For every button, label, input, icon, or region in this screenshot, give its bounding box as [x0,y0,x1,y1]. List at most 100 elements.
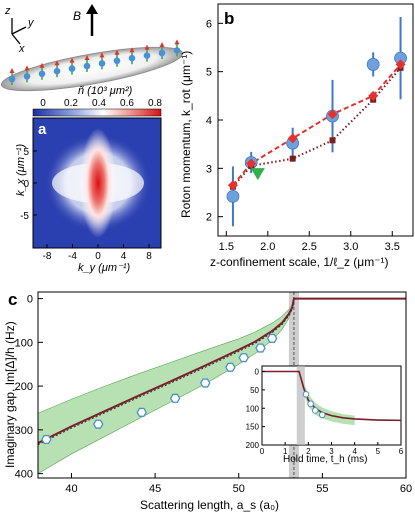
inset-frame [261,365,402,446]
data-point-diamond [395,59,406,70]
heatmap-xlabel: k_y (μm⁻¹) [78,262,130,274]
panel-c-ytick-label: 100 [15,337,33,349]
heatmap-xtick-label: -4 [68,251,77,262]
trap-cloud [0,46,184,92]
heatmap-ytick-label: 5 [23,147,29,158]
data-point-circle [226,189,240,203]
panel-c-xtick-label: 60 [400,483,412,495]
inset-xtick-label: 4 [352,447,357,456]
panel-b-axes: 1.5 2.0 2.5 3.0 3.5 2 3 4 5 6 [206,18,400,253]
colorbar-title: ñ (10³ μm²) [78,85,133,97]
colorbar-tick-label: 0.6 [120,98,134,109]
data-point-diamond [246,158,257,169]
data-point-hexagon [92,419,104,429]
atom-dot [8,75,16,83]
atom-spin-head [24,65,30,71]
heatmap-ytick-label: -5 [20,211,29,222]
axis-z-label: z [4,5,11,17]
panel-c-ytick-label: 200 [15,381,33,393]
data-point-diamond [287,133,298,144]
panel-c-xtick-label: 40 [65,483,77,495]
inset-ytick-label: 100 [246,404,260,413]
heatmap-xtick-label: 8 [146,251,152,262]
inset-marker [307,400,314,408]
colorbar [32,108,162,117]
inset-xtick-label: 3 [329,447,334,456]
data-point-square [329,137,336,144]
panel-b-xtick-label: 3.0 [343,241,358,253]
reference-dashed-curve [37,308,293,446]
panel-b-xlabel: z-confinement scale, 1/ℓ_z (μm⁻¹) [210,255,389,269]
panel-c-ylabel: Imaginary gap, Im[Δ]/h (Hz) [3,321,17,468]
colorbar-tick-label: 0.2 [64,98,78,109]
panel-c-ytick-label: 0 [27,294,33,306]
panel-b-ytick-label: 5 [206,67,212,79]
heatmap-ytick-label: 0 [23,179,29,190]
panel-b-ytick-label: 6 [206,18,212,30]
field-label: B [73,9,81,23]
inset-marker [318,411,326,419]
data-point-hexagon [200,378,211,388]
data-point-diamond [327,109,338,120]
panel-c-ytick-label: 300 [15,425,33,437]
atom-spin-head [114,49,120,55]
data-point-circle [366,58,380,71]
inset-marker [302,390,310,398]
atom-dot [113,57,121,65]
heatmap-xtick-label: 4 [121,251,127,262]
data-point-diamond [227,180,238,191]
axes-triad-icon [11,18,27,45]
panel-b-letter: b [224,9,234,28]
panel-a-letter: a [38,121,47,138]
panel-b-ytick-label: 3 [206,163,212,175]
imaginary-gap-curve [37,297,406,444]
colorbar-tick-label: 0.4 [92,98,106,109]
data-point-hexagon [41,434,52,445]
inset-ytick-label: 0 [255,368,260,377]
data-point-triangle [250,168,265,181]
atom-spin-head [159,42,165,47]
data-point-hexagon [169,393,181,403]
heatmap-xtick-label: -8 [43,251,52,262]
data-point-hexagon [225,362,236,372]
atom-row [8,39,181,85]
data-point-diamond [368,90,379,101]
panel-b: b 1.5 2.0 2.5 3.0 3.5 2 3 4 5 6 Roton momentum, k… [179,3,414,269]
atom-dot [98,60,106,67]
atom-spin-head [54,60,60,66]
atom-dot [38,70,46,78]
inset-xlabel: Hold time, t_h (ms) [283,454,367,465]
panel-b-xtick-label: 1.5 [219,241,234,253]
inset-xtick-label: 1 [283,447,288,456]
inset-xtick-label: 5 [376,447,381,456]
colorbar-tick-label: 0.8 [148,98,162,109]
atom-spin-head [129,47,135,53]
panel-b-xtick-label: 3.5 [385,241,400,253]
panel-c-letter: c [8,290,17,309]
panel-c-frame [37,291,407,479]
inset-critical-region [296,366,305,445]
atom-spin-head [84,55,90,60]
atom-spin-head [174,39,180,45]
atom-spin-head [144,44,150,50]
atom-spin-head [69,57,75,63]
panel-c-xtick-label: 55 [316,483,328,495]
colorbar-ticks: 0 0.2 0.4 0.6 0.8 [40,98,162,109]
panel-a: z y x B ñ (10³ μm²) 0 0.2 0.4 0.6 0.8 a 5 0 -5… [0,4,184,274]
panel-c-inset: 0 1 2 3 4 5 6 0 50 100 150 200 [246,365,404,456]
heatmap-ylabel: k_x (μm⁻¹) [15,144,27,196]
heatmap-core [80,128,116,238]
atom-dot [23,73,31,80]
heatmap-ticks: 5 0 -5 -8 -4 0 4 8 [20,147,152,262]
colorbar-tick-label: 0 [40,98,46,109]
atom-spin-head [9,68,15,73]
heatmap-xtick-label: 0 [95,251,101,262]
panel-b-xtick-label: 2.5 [302,241,317,253]
data-point-hexagon [136,407,147,417]
atom-dot [143,52,151,59]
panel-b-ylabel: Roton momentum, k_rot (μm⁻¹) [179,51,193,218]
axis-y-label: y [27,17,35,29]
panel-c-xtick-label: 45 [149,483,161,495]
